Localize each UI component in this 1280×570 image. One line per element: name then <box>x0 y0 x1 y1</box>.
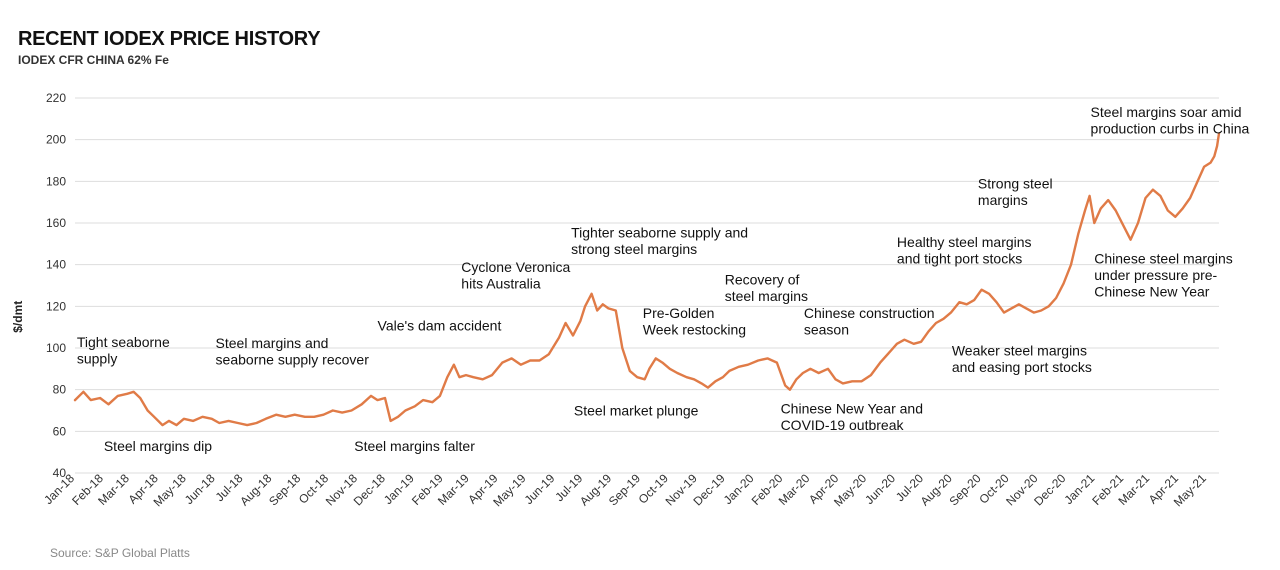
y-tick-label: 140 <box>46 258 66 272</box>
annotation-label: Chinese construction season <box>804 305 935 338</box>
annotation-line: Steel margins falter <box>354 438 475 454</box>
x-tick-label: Dec-19 <box>691 471 728 508</box>
annotation-label: Vale's dam accident <box>378 317 502 333</box>
annotation-line: margins <box>978 192 1028 208</box>
series-layer <box>73 132 1221 427</box>
annotation-line: seaborne supply recover <box>216 352 370 368</box>
series-line-0 <box>73 132 1221 427</box>
annotation-line: Chinese steel margins <box>1094 251 1233 267</box>
annotation-line: Steel margins and <box>216 335 329 351</box>
annotation-line: Tighter seaborne supply and <box>571 225 748 241</box>
x-tick-label: Sep-20 <box>946 471 983 508</box>
x-tick-label: Jun-18 <box>182 471 218 507</box>
annotation-label: Weaker steel margins and easing port stoc… <box>952 342 1092 375</box>
annotation-line: Vale's dam accident <box>378 317 502 333</box>
y-tick-label: 100 <box>46 341 66 355</box>
annotation-label: Healthy steel margins and tight port stoc… <box>897 234 1032 266</box>
annotation-line: strong steel margins <box>571 241 697 257</box>
annotation-line: Tight seaborne <box>77 334 170 350</box>
annotation-line: Chinese New Year and <box>781 401 923 417</box>
x-tick-label: Sep-19 <box>606 471 643 508</box>
annotations: Tight seaborne supply Steel margins dip Ste… <box>77 104 1250 454</box>
y-axis-label: $/dmt <box>11 301 25 333</box>
annotation-line: under pressure pre- <box>1094 267 1217 283</box>
annotation-label: Steel margins soar amid production curbs … <box>1091 104 1250 137</box>
annotation-line: hits Australia <box>461 275 541 291</box>
annotation-line: COVID-19 outbreak <box>781 417 905 433</box>
x-tick-label: Jun-20 <box>862 471 898 507</box>
annotation-label: Cyclone Veronica hits Australia <box>461 259 570 292</box>
annotation-line: steel margins <box>725 288 808 304</box>
gridlines <box>75 97 1219 474</box>
chart-subtitle: IODEX CFR CHINA 62% Fe <box>18 53 169 67</box>
annotation-line: Steel margins dip <box>104 438 212 454</box>
annotation-line: and tight port stocks <box>897 250 1022 266</box>
annotation-label: Steel market plunge <box>574 403 699 419</box>
annotation-line: Week restocking <box>643 321 746 337</box>
annotation-line: and easing port stocks <box>952 359 1092 375</box>
y-tick-label: 180 <box>46 174 66 188</box>
x-tick-label: Dec-20 <box>1031 471 1068 508</box>
y-tick-label: 200 <box>46 133 66 147</box>
y-tick-label: 60 <box>53 424 67 438</box>
annotation-label: Tighter seaborne supply and strong steel … <box>571 225 748 257</box>
annotation-label: Steel margins falter <box>354 438 475 454</box>
x-axis-ticks: Jan-18Feb-18Mar-18Apr-18May-18Jun-18Jul-… <box>41 471 1209 509</box>
annotation-line: Recovery of <box>725 271 800 287</box>
y-axis-ticks: 40 60 80 100 120 140 160 180 200 220 <box>46 91 66 480</box>
annotation-label: Chinese steel margins under pressure pre-… <box>1094 251 1233 300</box>
y-tick-label: 80 <box>53 383 67 397</box>
annotation-label: Chinese New Year and COVID-19 outbreak <box>781 401 923 434</box>
source-note: Source: S&P Global Platts <box>50 546 190 560</box>
annotation-line: Chinese construction <box>804 305 935 321</box>
annotation-line: Healthy steel margins <box>897 234 1032 250</box>
annotation-line: Steel margins soar amid <box>1091 104 1242 120</box>
chart-title: RECENT IODEX PRICE HISTORY <box>18 28 321 50</box>
annotation-line: Steel market plunge <box>574 403 699 419</box>
annotation-label: Strong steel margins <box>978 176 1053 209</box>
y-tick-label: 220 <box>46 91 66 105</box>
annotation-label: Recovery of steel margins <box>725 271 808 304</box>
annotation-line: Strong steel <box>978 176 1053 192</box>
annotation-line: supply <box>77 350 117 366</box>
annotation-label: Pre-Golden Week restocking <box>643 305 746 338</box>
annotation-line: production curbs in China <box>1091 120 1250 136</box>
y-tick-label: 160 <box>46 216 66 230</box>
annotation-label: Steel margins dip <box>104 438 212 454</box>
annotation-label: Tight seaborne supply <box>77 334 170 367</box>
annotation-line: Chinese New Year <box>1094 284 1210 300</box>
y-tick-label: 40 <box>53 466 67 480</box>
x-tick-label: Dec-18 <box>351 471 388 508</box>
x-tick-label: Jun-19 <box>522 471 558 507</box>
x-tick-label: Sep-18 <box>266 471 303 508</box>
annotation-label: Steel margins and seaborne supply recover <box>216 335 370 368</box>
annotation-line: Weaker steel margins <box>952 342 1087 358</box>
annotation-line: Cyclone Veronica <box>461 259 570 275</box>
annotation-line: season <box>804 321 849 337</box>
y-tick-label: 120 <box>46 299 66 313</box>
x-tick-label: Mar-20 <box>776 471 813 508</box>
annotation-line: Pre-Golden <box>643 305 715 321</box>
